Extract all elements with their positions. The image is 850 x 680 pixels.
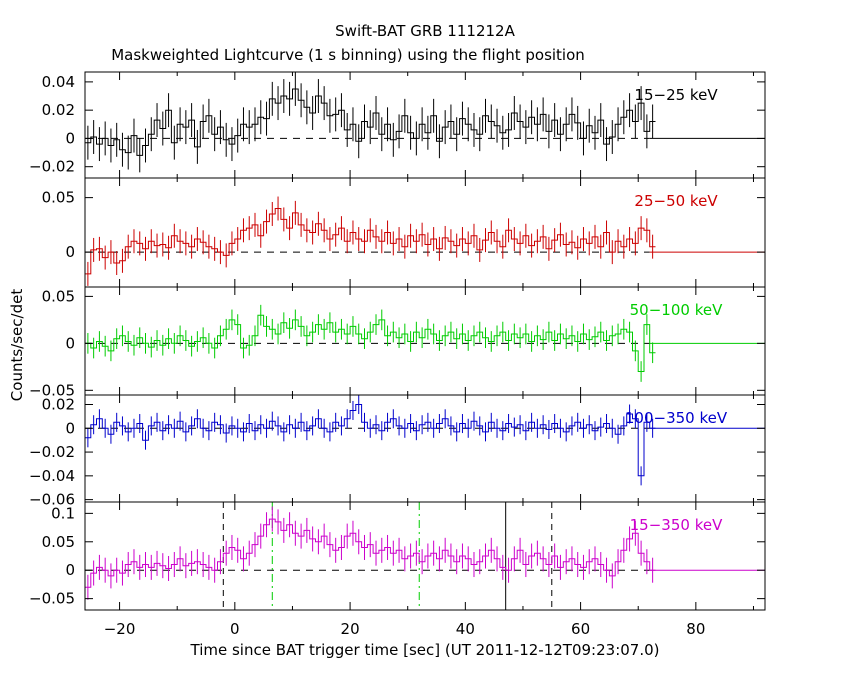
x-tick-label: 60 (571, 620, 590, 638)
panel-4: 0.02 0 −0.02 −0.04 −0.06 100−350 keV (29, 394, 766, 509)
y-tick-label: −0.05 (29, 381, 75, 399)
band-label: 25−50 keV (634, 192, 718, 210)
band-label: 15−25 keV (634, 86, 718, 104)
x-axis-label: Time since BAT trigger time [sec] (UT 20… (190, 641, 660, 659)
band-label: 15−350 keV (630, 516, 723, 534)
band-label: 50−100 keV (630, 301, 723, 319)
y-tick-label: −0.05 (29, 590, 75, 608)
panel-2: 0.05 0 25−50 keV (42, 177, 766, 288)
series-line (85, 404, 656, 477)
y-tick-label: −0.02 (29, 158, 75, 176)
panel-frame (84, 501, 766, 611)
y-tick-label: 0 (65, 243, 75, 261)
y-tick-label: 0.1 (51, 504, 75, 522)
y-tick-label: −0.02 (29, 443, 75, 461)
x-tick-label: 80 (686, 620, 705, 638)
panel-1: 0.04 0.02 0 −0.02 15−25 keV (29, 71, 766, 179)
panel-5: 0.1 0.05 0 −0.05 15−350 keV (29, 501, 766, 611)
chart-subtitle: Maskweighted Lightcurve (1 s binning) us… (111, 46, 585, 64)
band-label: 100−350 keV (625, 409, 728, 427)
panel-3: 0.05 0 −0.05 50−100 keV (29, 286, 766, 399)
x-tick-label: 40 (456, 620, 475, 638)
y-axis-label: Counts/sec/det (8, 289, 26, 402)
y-tick-label: 0.02 (42, 101, 75, 119)
chart-title: Swift-BAT GRB 111212A (335, 22, 515, 40)
x-tick-label: −20 (104, 620, 136, 638)
x-tick-label: 20 (341, 620, 360, 638)
y-tick-label: 0.05 (42, 287, 75, 305)
y-tick-label: 0.05 (42, 533, 75, 551)
x-tick-label: 0 (230, 620, 240, 638)
y-tick-label: 0 (65, 129, 75, 147)
y-tick-label: −0.06 (29, 491, 75, 509)
y-tick-label: 0.02 (42, 396, 75, 414)
y-tick-label: 0 (65, 419, 75, 437)
y-tick-label: 0.05 (42, 189, 75, 207)
y-tick-label: 0 (65, 334, 75, 352)
y-tick-label: −0.04 (29, 467, 75, 485)
y-tick-label: 0.04 (42, 73, 75, 91)
y-tick-label: 0 (65, 561, 75, 579)
